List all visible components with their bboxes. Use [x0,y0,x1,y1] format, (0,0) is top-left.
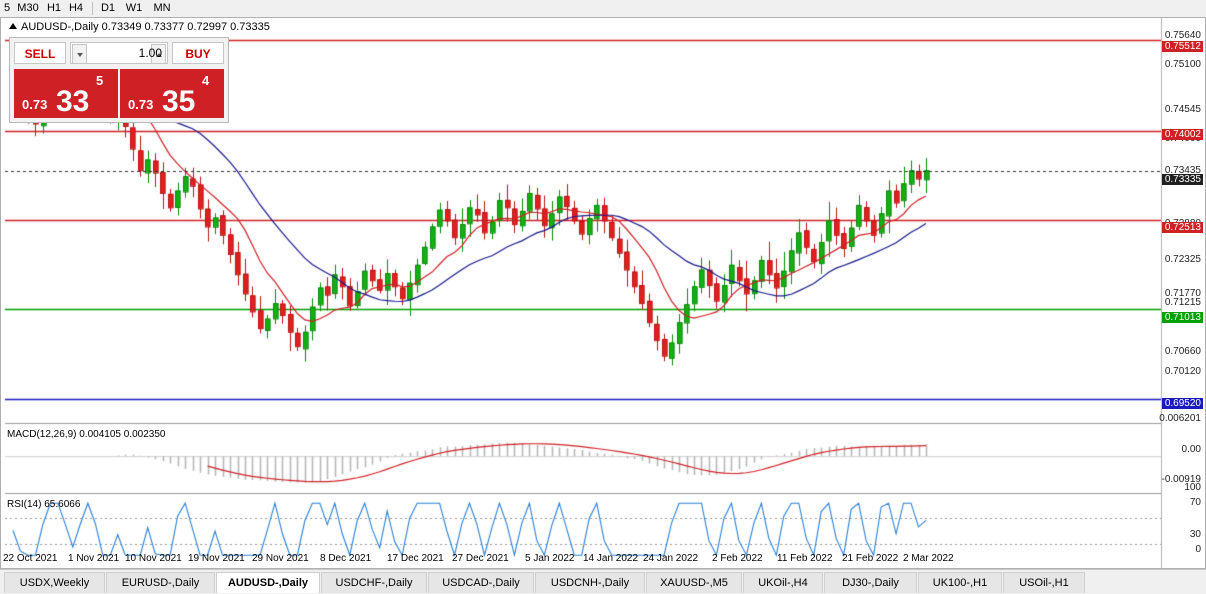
chart-tabs-bar: USDX,Weekly EURUSD-,Daily AUDUSD-,Daily … [0,569,1206,594]
volume-stepper[interactable]: 1.00 [70,42,168,64]
price-tick: 0.75100 [1164,59,1201,70]
time-axis-label: 27 Dec 2021 [452,553,509,564]
buy-price-fraction: 4 [202,73,210,88]
price-tick: 0.75640 [1164,30,1201,41]
macd-tick: 0.00 [1181,444,1201,455]
chart-collapse-arrow-icon[interactable] [9,23,17,29]
chart-area[interactable]: AUDUSD-,Daily 0.73349 0.73377 0.72997 0.… [0,17,1206,569]
price-level-marker: 0.74002 [1161,129,1203,140]
time-axis-label: 2 Mar 2022 [903,553,954,564]
tab-usdcad-daily[interactable]: USDCAD-,Daily [428,572,534,593]
sell-price-fraction: 5 [96,73,104,88]
sell-price-base: 0.73 [22,97,48,112]
price-level-marker: 0.71013 [1161,312,1203,323]
one-click-trading-top-row: SELL 1.00 BUY [10,38,228,69]
price-tick: 0.70660 [1164,346,1201,357]
tab-usoil-h1[interactable]: USOil-,H1 [1003,572,1085,593]
timeframe-h4[interactable]: H4 [68,2,84,14]
price-tick: 0.71770 [1164,288,1201,299]
time-axis-label: 5 Jan 2022 [525,553,575,564]
tab-xauusd-m5[interactable]: XAUUSD-,M5 [646,572,742,593]
toolbar-separator [92,2,93,15]
tab-dj30-daily[interactable]: DJ30-,Daily [824,572,917,593]
tab-audusd-daily[interactable]: AUDUSD-,Daily [216,572,320,593]
macd-tick: -0.00919 [1161,474,1201,485]
timeframe-m30[interactable]: M30 [17,2,39,14]
time-axis-label: 14 Jan 2022 [583,553,639,564]
timeframe-d1[interactable]: D1 [100,2,116,14]
rsi-tick: 30 [1189,529,1201,540]
time-axis-label: 11 Feb 2022 [777,553,833,564]
tab-uk100-h1[interactable]: UK100-,H1 [918,572,1002,593]
sell-price-big: 33 [56,85,90,118]
sell-price-display[interactable]: 0.73 33 5 [14,69,118,118]
macd-tick: 0.006201 [1159,413,1201,424]
time-axis-label: 8 Dec 2021 [320,553,372,564]
time-axis-label: 24 Jan 2022 [643,553,699,564]
timeframe-w1[interactable]: W1 [125,2,143,14]
rsi-label: RSI(14) 65.6066 [7,499,81,510]
rsi-tick: 100 [1184,482,1201,493]
rsi-tick: 70 [1189,497,1201,508]
chart-title: AUDUSD-,Daily 0.73349 0.73377 0.72997 0.… [21,21,270,33]
time-axis-label: 21 Feb 2022 [842,553,899,564]
price-level-marker: 0.72513 [1161,222,1203,233]
sell-button[interactable]: SELL [14,42,66,64]
price-tick: 0.72325 [1164,254,1201,265]
price-tick: 0.74545 [1164,104,1201,115]
rsi-tick: 0 [1195,544,1201,555]
time-axis-label: 22 Oct 2021 [3,553,58,564]
tab-usdcnh-daily[interactable]: USDCNH-,Daily [535,572,645,593]
volume-value: 1.00 [138,46,162,60]
time-axis-label: 19 Nov 2021 [188,553,245,564]
time-axis-label: 10 Nov 2021 [125,553,182,564]
time-axis-label: 29 Nov 2021 [252,553,309,564]
current-price-marker: 0.73335 [1161,174,1203,185]
macd-label: MACD(12,26,9) 0.004105 0.002350 [7,429,166,440]
price-tick: 0.73435 [1164,165,1201,176]
time-axis: 22 Oct 2021 1 Nov 2021 10 Nov 2021 19 No… [0,553,1206,567]
volume-increase-icon[interactable] [151,44,166,64]
price-tick: 0.70120 [1164,366,1201,377]
time-axis-label: 2 Feb 2022 [712,553,763,564]
timeframe-toolbar: 5 M30 H1 H4 D1 W1 MN [0,0,1206,18]
tab-eurusd-daily[interactable]: EURUSD-,Daily [106,572,215,593]
buy-price-big: 35 [162,85,196,118]
timeframe-m5[interactable]: 5 [3,2,11,14]
timeframe-h1[interactable]: H1 [46,2,62,14]
time-axis-label: 1 Nov 2021 [68,553,120,564]
price-tick: 0.71215 [1164,297,1201,308]
tab-usdchf-daily[interactable]: USDCHF-,Daily [321,572,427,593]
buy-button[interactable]: BUY [172,42,224,64]
tab-usdx-weekly[interactable]: USDX,Weekly [4,572,105,593]
volume-decrease-icon[interactable] [72,44,87,64]
buy-price-base: 0.73 [128,97,154,112]
tab-ukoil-h4[interactable]: UKOil-,H4 [743,572,823,593]
timeframe-mn[interactable]: MN [153,2,171,14]
time-axis-label: 17 Dec 2021 [387,553,444,564]
price-level-marker: 0.75512 [1161,41,1203,52]
one-click-trading-panel[interactable]: SELL 1.00 BUY 0.73 33 5 0.73 35 4 [9,37,229,123]
buy-price-display[interactable]: 0.73 35 4 [120,69,224,118]
price-level-marker: 0.69520 [1161,398,1203,409]
